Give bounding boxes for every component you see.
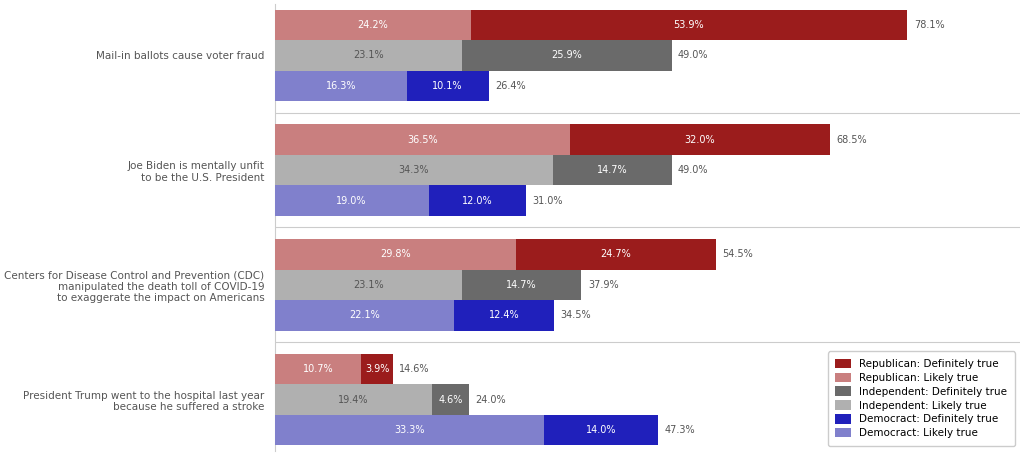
Bar [429, 186, 525, 216]
Text: 32.0%: 32.0% [685, 135, 715, 145]
Text: 4.6%: 4.6% [438, 394, 463, 404]
Text: 33.3%: 33.3% [394, 425, 425, 435]
Bar [553, 155, 672, 186]
Text: 22.1%: 22.1% [349, 310, 380, 320]
Text: 54.5%: 54.5% [723, 249, 754, 259]
Text: 24.7%: 24.7% [601, 249, 632, 259]
Text: 10.7%: 10.7% [303, 364, 334, 374]
Bar [432, 384, 469, 415]
Bar [274, 239, 516, 269]
Text: 12.0%: 12.0% [462, 196, 493, 206]
Bar [274, 300, 454, 331]
Bar [274, 124, 570, 155]
Text: 10.1%: 10.1% [432, 81, 463, 91]
Text: 34.5%: 34.5% [560, 310, 591, 320]
Bar [570, 124, 829, 155]
Text: 12.4%: 12.4% [488, 310, 519, 320]
Text: 26.4%: 26.4% [495, 81, 525, 91]
Bar [407, 71, 488, 101]
Bar [274, 415, 545, 445]
Text: 3.9%: 3.9% [365, 364, 389, 374]
Bar [454, 300, 554, 331]
Text: 19.0%: 19.0% [337, 196, 367, 206]
Text: 49.0%: 49.0% [678, 51, 709, 61]
Bar [274, 269, 462, 300]
Bar [516, 239, 716, 269]
Text: 16.3%: 16.3% [326, 81, 356, 91]
Text: 14.6%: 14.6% [399, 364, 430, 374]
Text: 31.0%: 31.0% [532, 196, 563, 206]
Bar [274, 155, 553, 186]
Bar [274, 40, 462, 71]
Text: 14.7%: 14.7% [506, 280, 537, 290]
Text: 19.4%: 19.4% [338, 394, 369, 404]
Bar [462, 40, 672, 71]
Text: 78.1%: 78.1% [913, 20, 944, 30]
Bar [545, 415, 657, 445]
Bar [471, 10, 907, 40]
Bar [462, 269, 581, 300]
Text: 24.2%: 24.2% [357, 20, 388, 30]
Text: 14.7%: 14.7% [597, 165, 628, 175]
Bar [274, 186, 429, 216]
Text: 29.8%: 29.8% [380, 249, 411, 259]
Legend: Republican: Definitely true, Republican: Likely true, Independent: Definitely tr: Republican: Definitely true, Republican:… [828, 351, 1015, 445]
Bar [274, 384, 432, 415]
Text: 14.0%: 14.0% [586, 425, 616, 435]
Text: 36.5%: 36.5% [408, 135, 438, 145]
Text: 25.9%: 25.9% [551, 51, 582, 61]
Text: 23.1%: 23.1% [353, 280, 384, 290]
Text: 49.0%: 49.0% [678, 165, 709, 175]
Text: 47.3%: 47.3% [665, 425, 695, 435]
Bar [361, 354, 393, 384]
Bar [274, 10, 471, 40]
Text: 23.1%: 23.1% [353, 51, 384, 61]
Text: 53.9%: 53.9% [674, 20, 705, 30]
Text: 68.5%: 68.5% [836, 135, 866, 145]
Bar [274, 354, 361, 384]
Text: 24.0%: 24.0% [475, 394, 506, 404]
Bar [274, 71, 407, 101]
Text: 34.3%: 34.3% [398, 165, 429, 175]
Text: 37.9%: 37.9% [588, 280, 618, 290]
